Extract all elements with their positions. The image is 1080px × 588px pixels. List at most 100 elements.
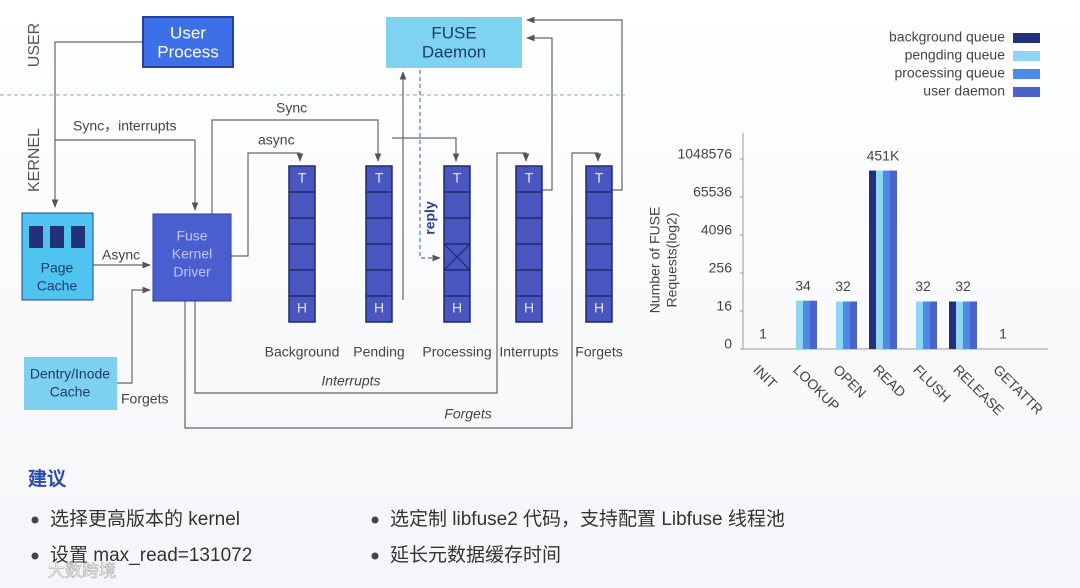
- edge: [184, 152, 602, 429]
- box-label: Fuse: [176, 228, 207, 244]
- queue-top: T: [298, 170, 307, 186]
- bar: [949, 301, 956, 349]
- edge-label: Forgets: [444, 406, 491, 422]
- y-tick-label: 65536: [693, 184, 732, 200]
- bar: [803, 300, 810, 349]
- value-label: 32: [915, 278, 931, 294]
- edge: [392, 137, 460, 162]
- legend-label: background queue: [889, 29, 1005, 45]
- queue-bottom: H: [594, 300, 604, 316]
- edge: [231, 152, 304, 257]
- legend-label: processing queue: [894, 65, 1005, 81]
- edges: [51, 16, 623, 429]
- box-label: Driver: [173, 264, 211, 280]
- suggestion: 选定制 libfuse2 代码，支持配置 Libfuse 线程池: [390, 508, 785, 530]
- in-flight-request: [443, 243, 471, 271]
- queue-top: T: [525, 170, 534, 186]
- bullet: [31, 552, 39, 560]
- bar: [923, 301, 930, 349]
- bar: [850, 301, 857, 349]
- bar: [883, 170, 890, 349]
- edge-label: Async: [102, 247, 140, 263]
- value-label: 1: [999, 326, 1007, 342]
- bar: [876, 170, 883, 349]
- edge: [526, 16, 623, 191]
- page: [29, 226, 43, 248]
- box-label: Daemon: [422, 42, 486, 61]
- watermark: 大数跨境: [48, 561, 116, 580]
- bullet: [371, 552, 379, 560]
- fuse-daemon-box: [386, 17, 522, 68]
- legend-swatch: [1013, 69, 1040, 79]
- queue-top: T: [375, 170, 384, 186]
- suggestion: 选择更高版本的 kernel: [50, 508, 240, 530]
- edge-label: Sync: [276, 100, 307, 116]
- edge: [51, 41, 143, 208]
- edge: [211, 119, 382, 214]
- queue-bottom: H: [374, 300, 384, 316]
- queue-label: Background: [265, 344, 340, 360]
- queue-label: Forgets: [575, 344, 622, 360]
- edge-label: async: [258, 132, 295, 148]
- suggestion: 设置 max_read=131072: [50, 544, 252, 566]
- box-label: Page: [41, 260, 74, 276]
- legend-label: pengding queue: [905, 47, 1006, 63]
- y-tick-label: 256: [709, 260, 733, 276]
- queue-bottom: H: [452, 300, 462, 316]
- bar: [796, 300, 803, 349]
- box-label: User: [170, 23, 206, 42]
- value-label: 32: [835, 278, 851, 294]
- bullet: [371, 516, 379, 524]
- legend-swatch: [1013, 87, 1040, 97]
- y-axis-label: Requests(log2): [664, 213, 680, 308]
- box-label: Kernel: [172, 246, 212, 262]
- page: [50, 226, 64, 248]
- box-label: Dentry/Inode: [30, 366, 110, 382]
- y-tick-label: 4096: [701, 222, 732, 238]
- y-tick-label: 0: [724, 336, 732, 352]
- edge: [55, 139, 199, 211]
- section-title: 建议: [28, 467, 67, 490]
- bar: [869, 170, 876, 349]
- edge-label: Interrupts: [321, 373, 380, 389]
- box-label: Cache: [50, 384, 91, 400]
- bullet: [31, 516, 39, 524]
- dentry-cache-box: [24, 357, 117, 410]
- edge: [194, 152, 530, 394]
- bar: [963, 301, 970, 349]
- legend-swatch: [1013, 33, 1040, 43]
- bar: [970, 301, 977, 349]
- queue-bottom: H: [524, 300, 534, 316]
- side-label: KERNEL: [26, 128, 43, 192]
- queue-label: Processing: [422, 344, 491, 360]
- box-label: FUSE: [431, 23, 476, 42]
- value-label: 32: [955, 278, 971, 294]
- user-process-box: [142, 16, 234, 68]
- y-tick-label: 1048576: [677, 146, 732, 162]
- value-label: 1: [759, 326, 767, 342]
- bar: [916, 301, 923, 349]
- bar: [810, 300, 817, 349]
- bar: [890, 170, 897, 349]
- queues: T H Background T H Pending T H Processing T H Inter…: [265, 165, 623, 360]
- suggestion: 延长元数据缓存时间: [390, 544, 561, 566]
- queue-label: Interrupts: [499, 344, 558, 360]
- kernel-driver-box: [152, 213, 232, 302]
- value-label: 451K: [867, 147, 900, 163]
- queue-top: T: [595, 170, 604, 186]
- y-axis-label: Number of FUSE: [647, 207, 663, 314]
- box-label: Cache: [37, 278, 78, 294]
- page: [71, 226, 85, 248]
- edge-label: Sync，interrupts: [73, 118, 176, 134]
- queue-label: Pending: [353, 344, 404, 360]
- box-label: Process: [157, 42, 218, 61]
- bar: [836, 301, 843, 349]
- y-tick-label: 16: [716, 298, 732, 314]
- edge-label: Forgets: [121, 391, 168, 407]
- queue-top: T: [453, 170, 462, 186]
- legend-label: user daemon: [923, 83, 1005, 99]
- legend-swatch: [1013, 51, 1040, 61]
- bar: [930, 301, 937, 349]
- bar: [956, 301, 963, 349]
